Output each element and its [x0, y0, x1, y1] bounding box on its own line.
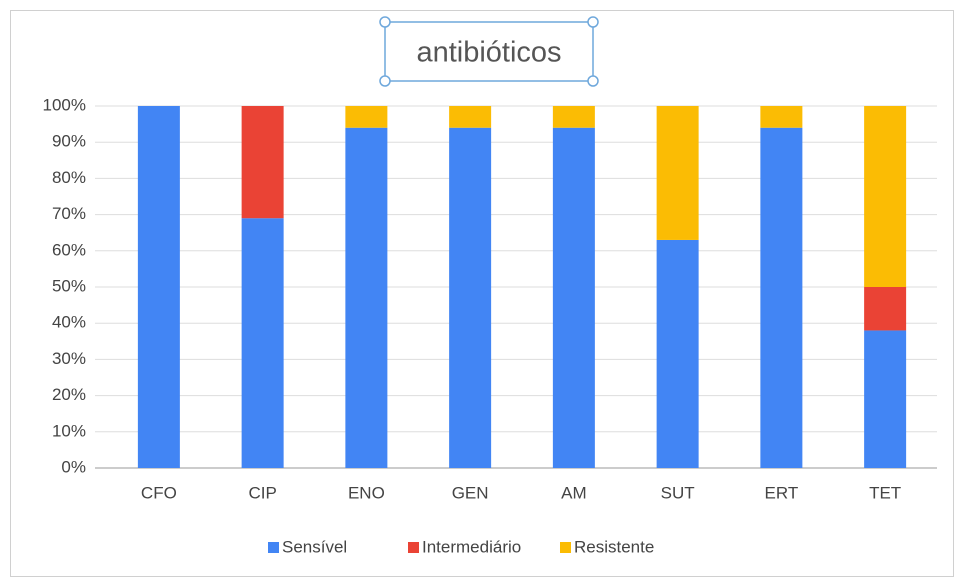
- x-tick-label: CIP: [248, 483, 276, 502]
- x-tick-label: AM: [561, 483, 587, 502]
- y-tick-label: 0%: [61, 457, 86, 476]
- bar-segment: [552, 127, 595, 468]
- y-tick-label: 90%: [52, 132, 86, 151]
- y-tick-label: 30%: [52, 349, 86, 368]
- bar-segment: [864, 330, 907, 468]
- bar-segment: [449, 127, 492, 468]
- y-tick-label: 50%: [52, 276, 86, 295]
- x-tick-label: TET: [869, 483, 901, 502]
- bar-segment: [137, 106, 180, 468]
- bar-segment: [241, 218, 284, 468]
- legend-swatch: [560, 542, 571, 553]
- bar-segment: [656, 106, 699, 240]
- bar-segment: [864, 106, 907, 287]
- y-tick-label: 10%: [52, 421, 86, 440]
- legend-label: Sensível: [282, 537, 347, 556]
- y-tick-label: 80%: [52, 168, 86, 187]
- x-tick-label: GEN: [452, 483, 489, 502]
- bar-segment: [345, 106, 388, 128]
- bar-segment: [449, 106, 492, 128]
- legend-swatch: [268, 542, 279, 553]
- title-box[interactable]: [384, 21, 594, 82]
- bar-segment: [552, 106, 595, 128]
- bar-segment: [241, 106, 284, 219]
- x-tick-label: CFO: [141, 483, 177, 502]
- bar-segment: [864, 287, 907, 331]
- legend-swatch: [408, 542, 419, 553]
- legend-label: Intermediário: [422, 537, 521, 556]
- y-tick-label: 70%: [52, 204, 86, 223]
- y-tick-label: 20%: [52, 385, 86, 404]
- bar-segment: [760, 106, 803, 128]
- title-handles: [379, 16, 599, 87]
- x-tick-label: ERT: [765, 483, 799, 502]
- chart-title: antibióticos: [416, 37, 561, 69]
- legend-label: Resistente: [574, 537, 654, 556]
- x-tick-label: ENO: [348, 483, 385, 502]
- bar-segment: [760, 127, 803, 468]
- y-tick-label: 60%: [52, 240, 86, 259]
- y-tick-label: 100%: [43, 95, 86, 114]
- y-tick-label: 40%: [52, 313, 86, 332]
- x-tick-label: SUT: [661, 483, 695, 502]
- bar-segment: [656, 239, 699, 468]
- bar-segment: [345, 127, 388, 468]
